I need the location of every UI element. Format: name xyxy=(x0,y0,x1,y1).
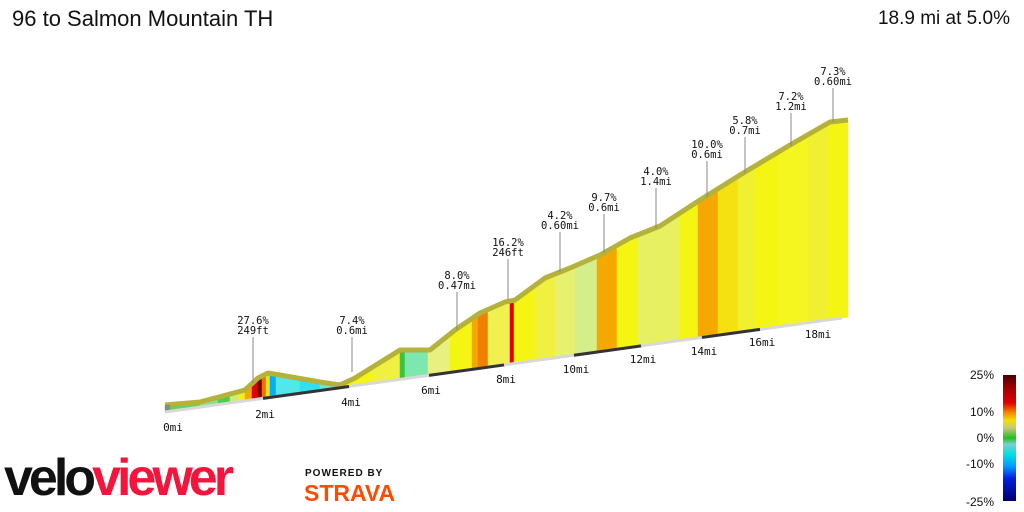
climb-grade: 7.3% xyxy=(820,66,846,78)
profile-segment xyxy=(679,200,699,341)
profile-segment xyxy=(534,273,556,361)
route-title: 96 to Salmon Mountain TH xyxy=(12,6,274,31)
climb-grade: 9.7% xyxy=(591,192,617,204)
profile-segment xyxy=(269,373,277,398)
mile-label: 2mi xyxy=(255,408,275,421)
profile-segment xyxy=(596,244,618,353)
legend-label: -25% xyxy=(965,495,994,509)
profile-top-surface xyxy=(164,117,849,408)
climb-length: 0.7mi xyxy=(729,125,761,137)
mile-band xyxy=(262,384,350,400)
climb-grade: 7.4% xyxy=(339,315,365,327)
climb-length: 249ft xyxy=(237,325,269,337)
mile-label: 6mi xyxy=(421,384,441,397)
profile-segment xyxy=(404,349,429,379)
profile-segment xyxy=(737,165,756,333)
mile-label: 12mi xyxy=(630,353,657,366)
route-summary: 18.9 mi at 5.0% xyxy=(877,8,1010,29)
climb-length: 0.47mi xyxy=(438,280,476,292)
climb-length: 1.4mi xyxy=(640,176,672,188)
mile-label: 4mi xyxy=(341,396,361,409)
mile-band xyxy=(428,363,505,377)
climb-grade: 7.2% xyxy=(778,91,804,103)
legend-label: 0% xyxy=(976,431,994,445)
profile-segment xyxy=(399,349,406,380)
mile-band xyxy=(573,344,642,357)
profile-segment xyxy=(509,299,515,365)
profile-segment xyxy=(574,255,598,356)
climb-grade: 10.0% xyxy=(691,139,723,151)
climb-length: 0.6mi xyxy=(336,325,368,337)
climb-grade: 16.2% xyxy=(492,237,524,249)
profile-segment xyxy=(616,234,639,350)
gradient-legend-bar xyxy=(1003,375,1016,501)
profile-segment xyxy=(717,175,739,336)
profile-segment xyxy=(827,119,849,321)
mile-band xyxy=(701,327,761,339)
mile-label: 0mi xyxy=(163,421,183,434)
strava-logo[interactable]: STRAVA xyxy=(304,480,396,506)
climb-grade: 8.0% xyxy=(444,270,470,282)
profile-segment xyxy=(471,313,479,370)
climb-length: 0.60mi xyxy=(814,76,852,88)
mile-label: 18mi xyxy=(805,328,832,341)
legend-label: 10% xyxy=(969,405,994,419)
veloviewer-logo[interactable]: veloviewer xyxy=(4,449,234,507)
legend-label: 25% xyxy=(969,368,994,382)
climb-length: 1.2mi xyxy=(775,101,807,113)
legend-label: -10% xyxy=(965,457,994,471)
mile-label: 14mi xyxy=(691,345,718,358)
profile-segment xyxy=(265,373,271,399)
climb-grade: 27.6% xyxy=(237,315,269,327)
profile-segment xyxy=(807,122,829,324)
profile-segment xyxy=(697,188,719,339)
climb-length: 0.60mi xyxy=(541,220,579,232)
profile-segment xyxy=(754,151,779,331)
profile-segment xyxy=(477,309,489,369)
climb-grade: 4.2% xyxy=(547,210,573,222)
powered-by-label: POWERED BY xyxy=(305,468,384,479)
profile-segment xyxy=(777,134,809,328)
mile-label: 8mi xyxy=(496,373,516,386)
climb-grade: 5.8% xyxy=(732,115,758,127)
climb-grade: 4.0% xyxy=(643,166,669,178)
climb-length: 0.6mi xyxy=(691,149,723,161)
profile-segment xyxy=(554,265,576,359)
mile-label: 10mi xyxy=(563,363,590,376)
profile-segment xyxy=(487,300,511,368)
climb-length: 246ft xyxy=(492,247,524,259)
mile-label: 16mi xyxy=(749,336,776,349)
climb-length: 0.6mi xyxy=(588,202,620,214)
